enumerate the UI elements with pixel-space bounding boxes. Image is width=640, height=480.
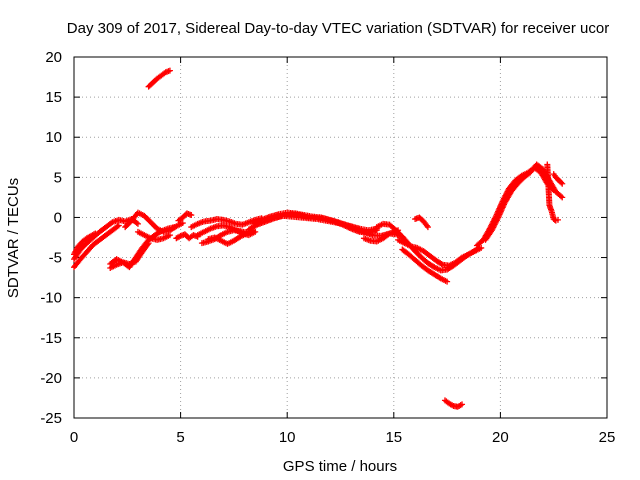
y-tick-label: -15 <box>40 330 62 347</box>
data-point <box>444 278 451 285</box>
x-tick-label: 5 <box>176 429 184 446</box>
data-point <box>92 230 99 237</box>
y-tick-label: 10 <box>45 129 62 146</box>
data-point <box>424 224 431 231</box>
tick-labels: 0 5 10 15 20 25 -25 -20 -15 -10 -5 0 5 10 15 20 <box>40 49 615 446</box>
axes <box>73 56 608 419</box>
x-tick-label: 10 <box>279 429 296 446</box>
data-point <box>145 240 152 247</box>
data-point <box>554 216 561 223</box>
x-tick-label: 20 <box>492 429 509 446</box>
grid <box>74 57 607 418</box>
y-tick-label: 0 <box>54 209 62 226</box>
data-point <box>438 260 445 267</box>
data-point <box>166 232 173 239</box>
y-tick-label: -10 <box>40 290 62 307</box>
data-point <box>459 401 466 408</box>
data-point <box>557 193 564 200</box>
data-point <box>114 223 121 230</box>
data-point <box>478 244 485 251</box>
data-point <box>133 219 140 226</box>
x-tick-label: 0 <box>70 429 78 446</box>
data-point <box>166 67 173 74</box>
y-tick-label: -25 <box>40 410 62 427</box>
x-tick-label: 15 <box>385 429 402 446</box>
data-point <box>115 222 122 229</box>
y-tick-label: -5 <box>49 250 62 267</box>
chart-title: Day 309 of 2017, Sidereal Day-to-day VTE… <box>67 20 609 37</box>
data-point <box>188 212 195 219</box>
data-point <box>179 220 186 227</box>
data-points <box>71 67 566 410</box>
data-point <box>134 220 141 227</box>
y-tick-label: 15 <box>45 89 62 106</box>
y-axis-label: SDTVAR / TECUs <box>5 178 22 298</box>
data-point <box>144 241 151 248</box>
data-point <box>558 179 565 186</box>
data-point <box>559 194 566 201</box>
y-tick-label: 20 <box>45 49 62 66</box>
y-tick-label: -20 <box>40 370 62 387</box>
x-axis-label: GPS time / hours <box>283 458 397 475</box>
y-tick-label: 5 <box>54 169 62 186</box>
plot-frame <box>73 56 608 419</box>
x-tick-label: 25 <box>599 429 616 446</box>
data-point <box>559 180 566 187</box>
